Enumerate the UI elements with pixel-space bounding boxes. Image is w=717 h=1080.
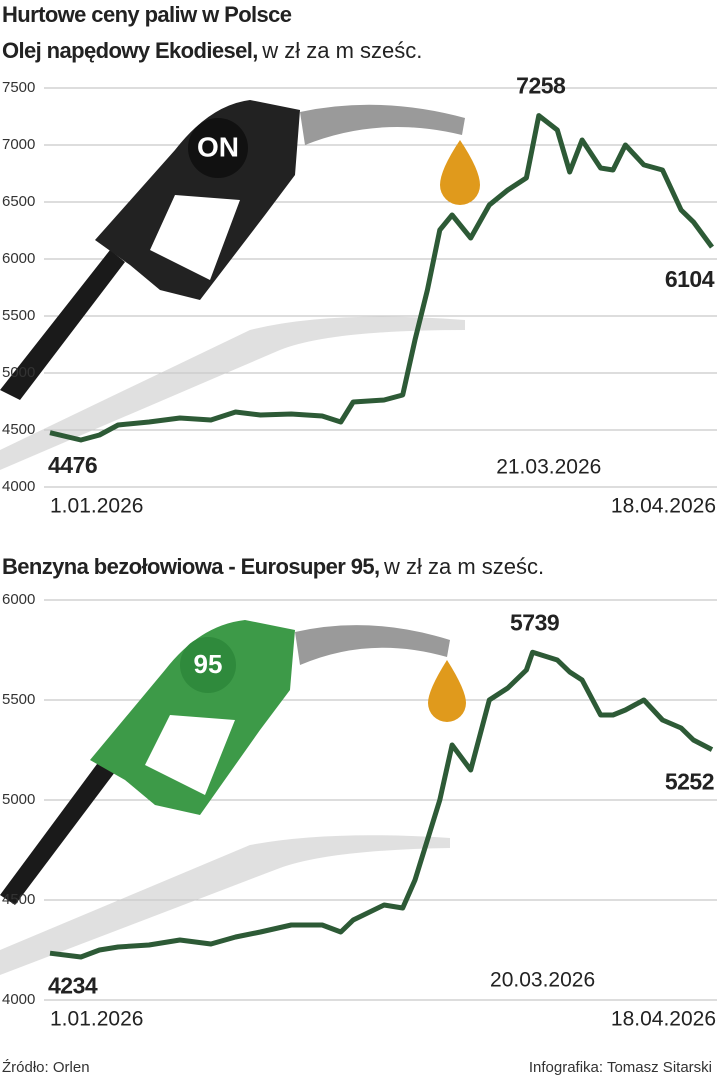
chart-title-bold: Benzyna bezołowiowa - Eurosuper 95, bbox=[2, 554, 380, 579]
value-label: 6104 bbox=[665, 266, 715, 292]
y-tick-label: 5000 bbox=[2, 791, 35, 808]
value-label: 7258 bbox=[516, 73, 566, 99]
y-tick-label: 5000 bbox=[2, 364, 35, 381]
value-label: 5252 bbox=[665, 769, 714, 795]
chart-title: Benzyna bezołowiowa - Eurosuper 95, w zł… bbox=[2, 554, 544, 579]
y-tick-label: 5500 bbox=[2, 691, 35, 708]
chart-title-bold: Olej napędowy Ekodiesel, bbox=[2, 38, 258, 63]
y-tick-label: 6000 bbox=[2, 591, 35, 608]
y-tick-label: 5500 bbox=[2, 307, 35, 324]
y-tick-label: 4500 bbox=[2, 421, 35, 438]
x-tick-label: 18.04.2026 bbox=[611, 495, 716, 518]
y-tick-label: 4500 bbox=[2, 891, 35, 908]
x-tick-label: 1.01.2026 bbox=[50, 495, 143, 518]
y-tick-label: 6000 bbox=[2, 250, 35, 267]
pump-illustration: 95 bbox=[0, 620, 466, 975]
chart-subtitle: w zł za m sześc. bbox=[261, 38, 422, 63]
credit: Infografika: Tomasz Sitarski bbox=[529, 1059, 712, 1076]
y-tick-label: 4000 bbox=[2, 478, 35, 495]
chart-subtitle: w zł za m sześc. bbox=[383, 554, 544, 579]
y-tick-label: 7000 bbox=[2, 136, 35, 153]
price-line bbox=[49, 113, 715, 443]
price-line bbox=[49, 649, 714, 960]
value-label: 4234 bbox=[48, 972, 98, 998]
main-title: Hurtowe ceny paliw w Polsce bbox=[2, 2, 292, 27]
chart-title: Olej napędowy Ekodiesel, w zł za m sześc… bbox=[2, 38, 422, 63]
value-label: 5739 bbox=[510, 609, 559, 635]
y-tick-label: 4000 bbox=[2, 991, 35, 1008]
source: Źródło: Orlen bbox=[2, 1059, 90, 1076]
y-tick-label: 6500 bbox=[2, 193, 35, 210]
x-tick-label: 18.04.2026 bbox=[611, 1008, 716, 1031]
x-tick-label: 21.03.2026 bbox=[496, 456, 601, 479]
x-tick-label: 20.03.2026 bbox=[490, 969, 595, 992]
pump-label: 95 bbox=[194, 649, 223, 679]
pump-label: ON bbox=[197, 131, 239, 162]
x-tick-label: 1.01.2026 bbox=[50, 1008, 143, 1031]
y-tick-label: 7500 bbox=[2, 79, 35, 96]
pump-illustration: ON bbox=[0, 100, 480, 470]
value-label: 4476 bbox=[48, 452, 97, 478]
